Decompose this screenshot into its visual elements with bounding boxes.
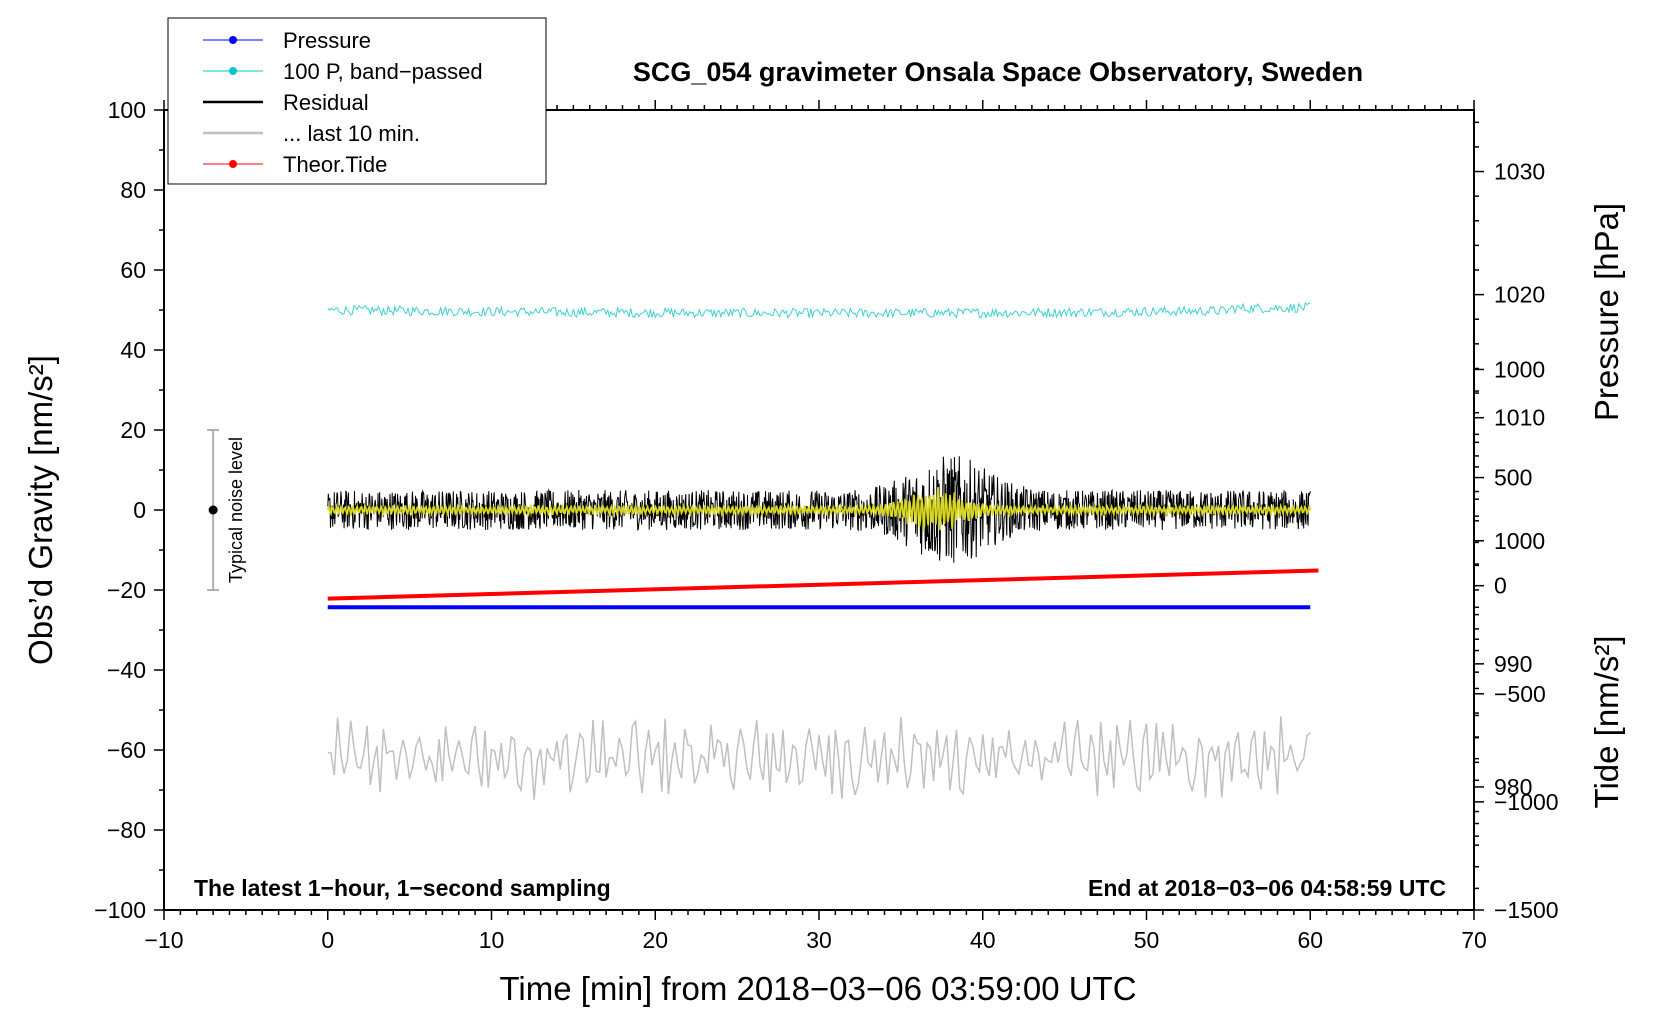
y-tick-label: −60 <box>107 737 146 763</box>
pressure-tick-label: 1030 <box>1494 159 1545 185</box>
x-tick-label: 20 <box>642 927 668 953</box>
y-tick-label: −100 <box>94 897 146 923</box>
y-axis-tide-label: Tide [nm/s²] <box>1588 636 1625 809</box>
x-tick-label: 50 <box>1134 927 1160 953</box>
y-axis-left: 100 80 60 40 20 0 −20 −40 −60 −80 −100 <box>94 97 164 923</box>
y-tick-label: 40 <box>120 337 146 363</box>
pressure-tick-label: 1020 <box>1494 282 1545 308</box>
noise-level-label: Typical noise level <box>226 437 246 583</box>
legend-label: Residual <box>283 90 369 115</box>
series-last-10-min <box>327 716 1311 800</box>
chart-title: SCG_054 gravimeter Onsala Space Observat… <box>633 57 1363 87</box>
noise-level-dot <box>208 505 218 515</box>
annotation-sampling: The latest 1−hour, 1−second sampling <box>194 875 611 901</box>
series-layer <box>326 301 1319 800</box>
legend-label: ... last 10 min. <box>283 121 420 146</box>
x-tick-label: 70 <box>1461 927 1487 953</box>
x-axis: −10 0 10 20 30 40 50 60 70 <box>144 100 1487 953</box>
y-tick-label: 100 <box>108 97 146 123</box>
y-tick-label: 20 <box>120 417 146 443</box>
x-tick-label: 10 <box>479 927 505 953</box>
y-tick-label: 60 <box>120 257 146 283</box>
legend-label: Pressure <box>283 28 371 53</box>
legend-label: Theor.Tide <box>283 152 387 177</box>
annotation-end-time: End at 2018−03−06 04:58:59 UTC <box>1088 875 1446 901</box>
x-tick-label: −10 <box>144 927 183 953</box>
y-tick-label: −80 <box>107 817 146 843</box>
pressure-tick-label: 980 <box>1494 774 1532 800</box>
y-tick-label: −40 <box>107 657 146 683</box>
y-tick-label: 80 <box>120 177 146 203</box>
y-axis-pressure-label: Pressure [hPa] <box>1588 203 1625 421</box>
x-tick-label: 60 <box>1297 927 1323 953</box>
tide-tick-label: −500 <box>1494 681 1546 707</box>
x-tick-label: 30 <box>806 927 832 953</box>
x-tick-label: 40 <box>970 927 996 953</box>
y-axis-pressure: 1030 1020 1010 1000 990 980 <box>1474 121 1545 837</box>
legend-marker <box>229 36 237 44</box>
tide-tick-label: −1500 <box>1494 897 1559 923</box>
pressure-tick-label: 1010 <box>1494 405 1545 431</box>
x-axis-label: Time [min] from 2018−03−06 03:59:00 UTC <box>499 970 1136 1007</box>
pressure-tick-label: 1000 <box>1494 528 1545 554</box>
legend-marker <box>229 67 237 75</box>
legend-label: 100 P, band−passed <box>283 59 483 84</box>
y-axis-left-label: Obs’d Gravity [nm/s²] <box>22 355 59 665</box>
noise-level-indicator: Typical noise level <box>207 429 246 591</box>
tide-tick-label: −1000 <box>1494 789 1559 815</box>
pressure-tick-label: 990 <box>1494 651 1532 677</box>
tide-tick-label: 500 <box>1494 465 1532 491</box>
legend-marker <box>229 160 237 168</box>
y-axis-tide: 1000 500 0 −500 −1000 −1500 <box>1474 356 1559 923</box>
x-tick-label: 0 <box>321 927 334 953</box>
tide-tick-label: 1000 <box>1494 356 1545 382</box>
y-tick-label: −20 <box>107 577 146 603</box>
series-residual-smoothed <box>326 487 1312 532</box>
series-theor-tide <box>327 568 1319 601</box>
series-band-passed-pressure <box>327 301 1311 320</box>
tide-tick-label: 0 <box>1494 573 1507 599</box>
y-tick-label: 0 <box>133 497 146 523</box>
legend: Pressure 100 P, band−passed Residual ... la… <box>167 17 547 185</box>
